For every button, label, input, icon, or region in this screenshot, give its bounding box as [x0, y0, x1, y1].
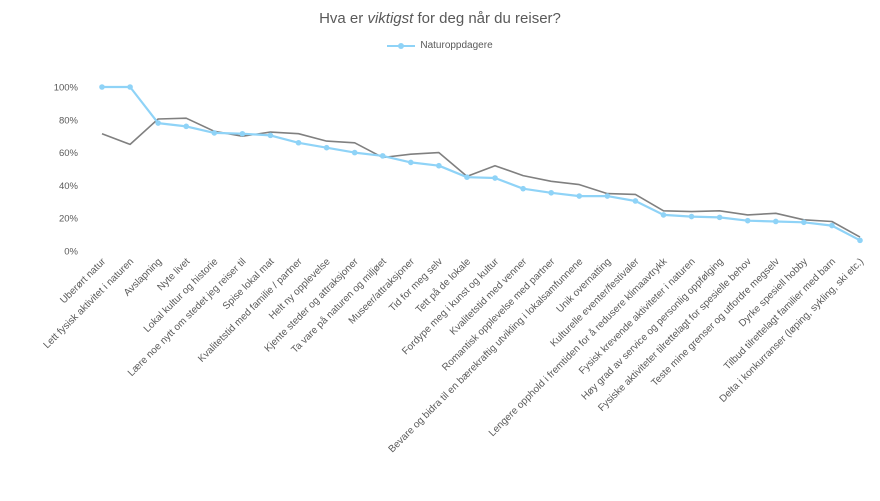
data-point	[801, 219, 807, 226]
y-tick-label: 40%	[59, 181, 79, 192]
data-point	[379, 153, 386, 159]
data-point	[492, 175, 498, 181]
data-point	[211, 130, 218, 136]
data-point	[857, 237, 863, 244]
data-point	[744, 217, 751, 224]
data-point	[295, 139, 302, 146]
data-point	[660, 212, 667, 218]
y-tick-label: 100%	[54, 83, 79, 94]
data-point	[772, 218, 779, 225]
data-point	[829, 222, 835, 229]
data-point	[716, 214, 723, 221]
data-point	[688, 213, 695, 220]
data-point	[155, 120, 161, 126]
legend-swatch-naturoppdagere	[387, 41, 416, 51]
y-tick-label: 0%	[64, 247, 78, 258]
chart-legend: Naturoppdagere	[0, 40, 880, 51]
y-tick-label: 60%	[59, 148, 79, 159]
y-tick-label: 80%	[59, 115, 79, 126]
legend-label-naturoppdagere: Naturoppdagere	[420, 40, 493, 51]
y-tick-label: 20%	[59, 214, 79, 225]
data-point	[604, 193, 611, 199]
chart-title: Hva er viktigst for deg når du reiser?	[319, 10, 561, 27]
data-point	[239, 130, 246, 137]
data-point	[520, 185, 526, 192]
data-point	[436, 162, 442, 169]
data-point	[548, 189, 554, 196]
data-point	[632, 198, 639, 204]
data-point	[323, 144, 330, 151]
data-point	[351, 149, 358, 156]
series-line-naturoppdagere	[102, 85, 861, 242]
data-point	[464, 174, 470, 180]
data-point	[576, 193, 583, 199]
data-point	[127, 84, 133, 90]
data-point	[267, 132, 274, 139]
data-point	[408, 159, 414, 166]
data-point	[99, 84, 105, 90]
data-point	[183, 123, 190, 130]
